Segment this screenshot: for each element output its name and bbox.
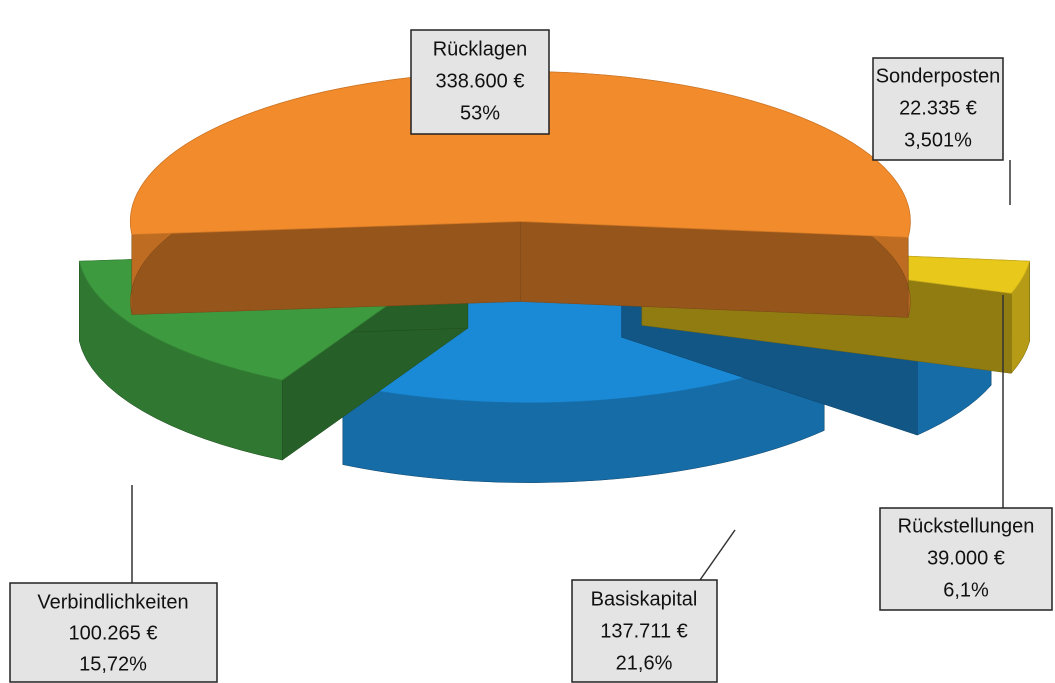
label-box: Sonderposten 22.335 € 3,501% <box>872 57 1004 161</box>
category-label: Rückstellungen <box>898 515 1035 537</box>
category-label: Sonderposten <box>876 65 1001 87</box>
label-background <box>410 29 550 135</box>
category-label: Basiskapital <box>591 588 698 610</box>
leader-line <box>699 529 736 581</box>
value-label: 338.600 € <box>436 70 525 92</box>
value-label: 100.265 € <box>69 622 158 644</box>
percentage-label: 6,1% <box>943 579 989 601</box>
label-box: Rücklagen 338.600 € 53% <box>410 29 550 135</box>
slice-side <box>131 221 521 315</box>
value-label: 22.335 € <box>899 97 977 119</box>
label-box: Rückstellungen 39.000 € 6,1% <box>879 507 1053 611</box>
category-label: Rücklagen <box>433 38 528 60</box>
label-background <box>872 57 1004 161</box>
label-background <box>571 579 718 683</box>
percentage-label: 53% <box>460 102 500 124</box>
percentage-label: 21,6% <box>616 652 673 674</box>
label-background <box>9 582 218 683</box>
label-box: Verbindlichkeiten 100.265 € 15,72% <box>9 582 218 683</box>
percentage-label: 3,501% <box>904 129 972 151</box>
percentage-label: 15,72% <box>79 653 147 675</box>
value-label: 137.711 € <box>600 620 688 642</box>
slice-side <box>520 221 909 318</box>
label-box: Basiskapital 137.711 € 21,6% <box>571 579 718 683</box>
label-background <box>879 507 1053 611</box>
category-label: Verbindlichkeiten <box>37 591 188 613</box>
pie <box>78 71 1031 483</box>
value-label: 39.000 € <box>927 547 1005 569</box>
